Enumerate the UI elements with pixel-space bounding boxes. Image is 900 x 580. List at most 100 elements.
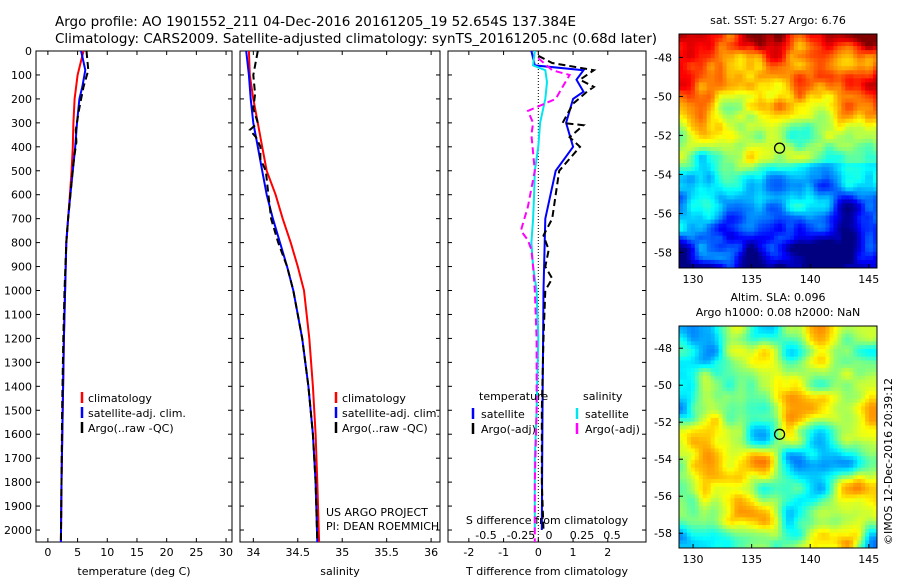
- heatmap-cell: [801, 444, 807, 449]
- heatmap-cell: [762, 126, 767, 132]
- heatmap-cell: [801, 383, 807, 388]
- heatmap-cell: [873, 243, 878, 249]
- heatmap-cell: [726, 463, 731, 469]
- heatmap-cell: [829, 110, 834, 116]
- heatmap-cell: [690, 352, 696, 358]
- heatmap-cell: [785, 259, 791, 265]
- heatmap-cell: [698, 159, 704, 164]
- heatmap-cell: [797, 86, 803, 91]
- heatmap-cell: [817, 90, 823, 96]
- heatmap-cell: [722, 356, 728, 361]
- heatmap-cell: [738, 425, 743, 430]
- heatmap-cell: [793, 410, 799, 415]
- heatmap-cell: [873, 126, 878, 132]
- heatmap-cell: [734, 78, 739, 83]
- heatmap-cell: [801, 138, 807, 144]
- heatmap-cell: [829, 356, 834, 361]
- heatmap-cell: [853, 417, 858, 423]
- heatmap-cell: [861, 134, 866, 140]
- heatmap-cell: [746, 159, 751, 164]
- heatmap-cell: [821, 429, 827, 434]
- heatmap-cell: [746, 70, 751, 75]
- heatmap-cell: [714, 155, 720, 160]
- heatmap-cell: [682, 383, 688, 388]
- heatmap-cell: [706, 371, 712, 377]
- heatmap-cell: [762, 391, 767, 396]
- heatmap-cell: [797, 223, 803, 229]
- heatmap-cell: [710, 138, 716, 144]
- heatmap-cell: [706, 46, 712, 51]
- heatmap-cell: [758, 114, 763, 120]
- heatmap-cell: [734, 58, 739, 63]
- heatmap-cell: [702, 82, 708, 87]
- heatmap-cell: [774, 219, 779, 225]
- heatmap-cell: [853, 159, 858, 164]
- heatmap-cell: [738, 183, 743, 188]
- heatmap-cell: [742, 179, 747, 184]
- heatmap-cell: [857, 78, 862, 83]
- heatmap-cell: [710, 118, 716, 124]
- heatmap-cell: [722, 187, 728, 192]
- heatmap-cell: [746, 110, 751, 116]
- heatmap-cell: [750, 417, 755, 423]
- heatmap-cell: [845, 255, 850, 261]
- heatmap-cell: [738, 90, 743, 96]
- heatmap-cell: [861, 211, 866, 217]
- heatmap-cell: [710, 62, 716, 67]
- heatmap-cell: [789, 391, 795, 396]
- heatmap-cell: [706, 239, 712, 245]
- heatmap-cell: [726, 175, 731, 180]
- heatmap-cell: [857, 58, 862, 63]
- heatmap-cell: [758, 62, 763, 67]
- heatmap-cell: [770, 199, 775, 204]
- heatmap-cell: [789, 110, 795, 116]
- heatmap-cell: [789, 171, 795, 176]
- heatmap-cell: [679, 456, 684, 461]
- legend-entry: Argo(-adj): [481, 423, 536, 436]
- heatmap-cell: [710, 102, 716, 108]
- heatmap-cell: [865, 364, 870, 369]
- heatmap-cell: [869, 98, 874, 104]
- heatmap-cell: [813, 207, 819, 213]
- heatmap-cell: [754, 459, 759, 465]
- heatmap-cell: [702, 410, 708, 415]
- heatmap-cell: [698, 333, 704, 338]
- heatmap-cell: [785, 410, 791, 415]
- heatmap-cell: [679, 86, 684, 91]
- heatmap-cell: [797, 235, 803, 241]
- heatmap-cell: [726, 211, 731, 217]
- heatmap-cell: [738, 106, 743, 112]
- heatmap-cell: [865, 163, 870, 168]
- heatmap-cell: [738, 437, 743, 442]
- heatmap-cell: [821, 387, 827, 392]
- heatmap-cell: [785, 394, 791, 400]
- heatmap-cell: [766, 440, 771, 446]
- heatmap-cell: [746, 360, 751, 365]
- heatmap-cell: [837, 326, 842, 331]
- heatmap-cell: [682, 118, 688, 124]
- heatmap-cell: [698, 195, 704, 200]
- heatmap-cell: [690, 134, 696, 140]
- heatmap-cell: [762, 219, 767, 225]
- heatmap-cell: [726, 329, 731, 335]
- heatmap-cell: [821, 255, 827, 261]
- heatmap-cell: [829, 34, 834, 39]
- heatmap-cell: [841, 448, 846, 453]
- heatmap-cell: [821, 235, 827, 241]
- heatmap-cell: [845, 231, 850, 237]
- heatmap-cell: [714, 387, 720, 392]
- heatmap-cell: [714, 114, 720, 120]
- heatmap-cell: [734, 394, 739, 400]
- heatmap-cell: [734, 337, 739, 342]
- heatmap-cell: [801, 259, 807, 265]
- heatmap-cell: [742, 364, 747, 369]
- heatmap-cell: [694, 263, 700, 269]
- heatmap-cell: [801, 235, 807, 241]
- heatmap-cell: [726, 368, 731, 373]
- heatmap-cell: [809, 406, 815, 411]
- heatmap-cell: [833, 379, 838, 384]
- heatmap-cell: [774, 70, 779, 75]
- heatmap-cell: [726, 138, 731, 144]
- heatmap-cell: [781, 398, 787, 404]
- heatmap-cell: [694, 410, 700, 415]
